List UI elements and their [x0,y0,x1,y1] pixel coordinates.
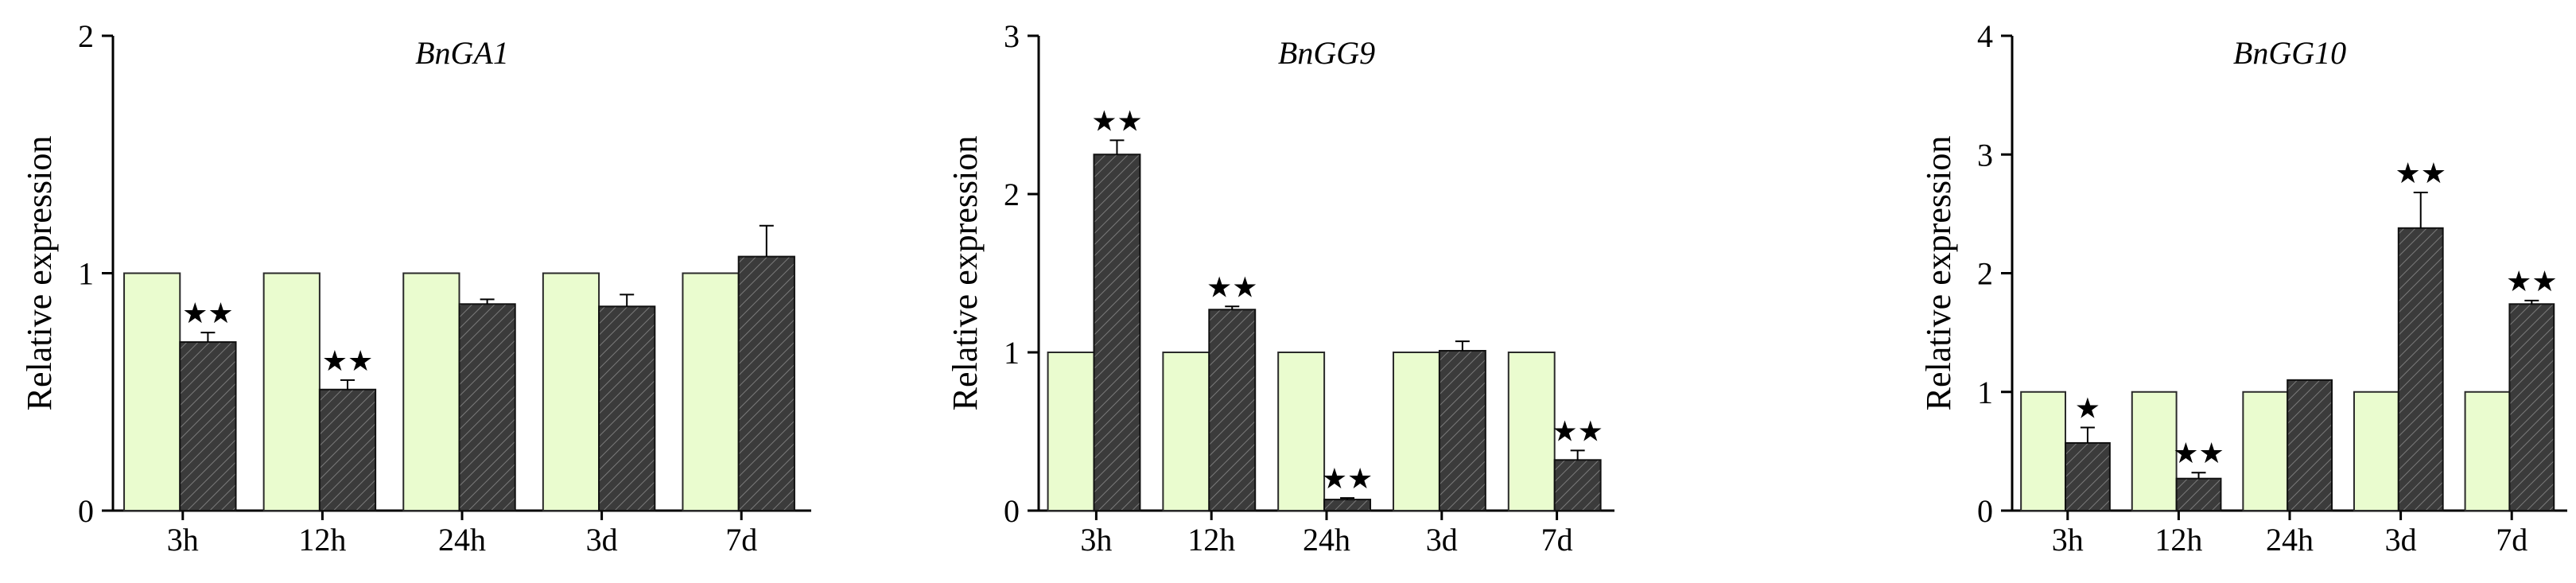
y-tick-label: 2 [1977,256,1993,292]
significance-marker: ★★ [1206,271,1258,304]
significance-marker: ★ [2075,393,2100,426]
y-tick-label: 2 [78,18,94,54]
bar-treatment [2175,477,2222,512]
chart-panel-bngg10: BnGG10 Relative expression 0 1 2 3 4 3h ★ 12h ★★… [1919,18,2567,558]
x-tick-label: 12h [298,522,346,558]
bar-treatment [2287,379,2333,512]
x-tick-label: 12h [2154,522,2202,558]
bar-treatment [1208,309,1257,511]
bar-treatment [1553,459,1602,512]
y-axis-label: Relative expression [20,136,59,411]
chart-panel-bnga1: BnGA1 Relative expression 0 1 2 3h ★★ 12h ★★ 24… [20,18,811,558]
y-tick-label: 0 [1004,493,1020,529]
y-axis-label: Relative expression [946,136,985,411]
x-tick-label: 3h [1080,522,1112,558]
bar-control [542,272,600,511]
bar-control [2131,391,2178,511]
x-tick-label: 3d [1426,522,1458,558]
bar-control [2464,391,2511,511]
chart-title: BnGA1 [415,35,509,71]
significance-marker: ★★ [2173,437,2224,470]
bar-treatment [598,305,656,511]
bar-control [2020,391,2067,511]
bar-control [1162,352,1210,511]
bar-control [2242,391,2289,511]
y-tick-label: 1 [1004,335,1020,371]
bar-control [1047,352,1095,511]
significance-marker: ★★ [2506,266,2558,298]
y-tick-label: 4 [1977,18,1993,54]
bar-treatment [737,255,795,511]
y-tick-label: 0 [1977,493,1993,529]
x-tick-label: 24h [1303,522,1350,558]
significance-marker: ★★ [1552,415,1603,448]
chart-title: BnGG9 [1278,35,1375,71]
significance-marker: ★★ [1091,105,1143,138]
x-tick-label: 12h [1187,522,1235,558]
chart-panel-bngg9: BnGG9 Relative expression 0 1 2 3 3h ★★ 12h ★★ 2… [946,18,1614,558]
significance-marker: ★★ [182,297,234,330]
bar-control [1507,352,1556,511]
x-tick-label: 3d [586,522,618,558]
x-tick-label: 7d [725,522,757,558]
bar-treatment [1093,154,1141,511]
bar-treatment [318,388,377,512]
x-tick-label: 7d [1541,522,1573,558]
y-tick-label: 1 [1977,375,1993,410]
bar-control [262,272,321,511]
bar-treatment [458,303,516,511]
bar-treatment [179,341,237,511]
bar-treatment [2065,441,2111,511]
x-tick-label: 24h [2266,522,2314,558]
x-tick-label: 24h [438,522,486,558]
chart-title: BnGG10 [2233,35,2346,71]
bar-control [1392,352,1440,511]
bar-control [682,272,740,511]
bar-control [1277,352,1326,511]
bar-treatment [2508,303,2555,511]
y-tick-label: 2 [1004,177,1020,212]
bar-treatment [1323,499,1372,512]
bar-control [402,272,460,511]
y-tick-label: 3 [1004,18,1020,54]
y-axis-label: Relative expression [1919,136,1958,411]
bar-control [123,272,181,511]
y-tick-label: 3 [1977,137,1993,173]
significance-marker: ★★ [322,345,374,378]
y-tick-label: 1 [78,256,94,292]
y-tick-label: 0 [78,493,94,529]
x-tick-label: 3h [167,522,199,558]
significance-marker: ★★ [2395,157,2446,190]
bar-treatment [1438,350,1486,512]
x-tick-label: 3d [2385,522,2417,558]
x-tick-label: 7d [2496,522,2527,558]
significance-marker: ★★ [1322,463,1373,496]
bar-treatment [2397,227,2444,511]
x-tick-label: 3h [2052,522,2084,558]
bar-control [2353,391,2399,511]
